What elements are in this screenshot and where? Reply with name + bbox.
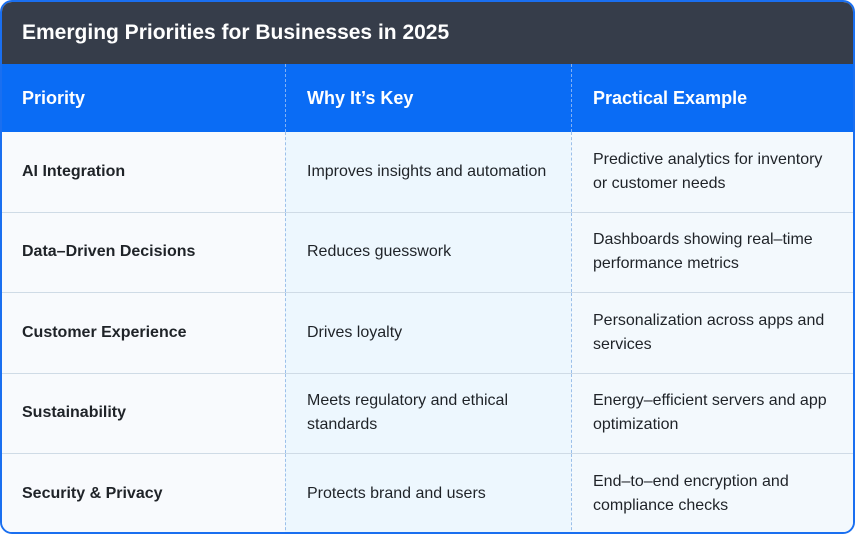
column-header-example: Practical Example (571, 64, 853, 132)
why-cell: Protects brand and users (285, 454, 571, 532)
example-cell: Energy–efficient servers and app optimiz… (571, 373, 853, 453)
table-header-row: Priority Why It’s Key Practical Example (2, 64, 853, 132)
priority-cell: Security & Privacy (2, 454, 285, 532)
priority-cell: Customer Experience (2, 293, 285, 373)
why-cell: Meets regulatory and ethical standards (285, 373, 571, 453)
priority-cell: Data–Driven Decisions (2, 212, 285, 292)
example-cell: Predictive analytics for inventory or cu… (571, 132, 853, 212)
column-header-why: Why It’s Key (285, 64, 571, 132)
why-cell: Improves insights and automation (285, 132, 571, 212)
table-row: Customer Experience Drives loyalty Persona… (2, 293, 853, 374)
priority-cell: Sustainability (2, 373, 285, 453)
table-row: Sustainability Meets regulatory and ethic… (2, 373, 853, 454)
column-header-priority: Priority (22, 88, 86, 108)
example-cell: Dashboards showing real–time performance… (571, 212, 853, 292)
table-row: AI Integration Improves insights and auto… (2, 132, 853, 213)
table-row: Security & Privacy Protects brand and use… (2, 454, 853, 532)
table-row: Data–Driven Decisions Reduces guesswork Da… (2, 212, 853, 293)
example-cell: End–to–end encryption and compliance che… (571, 454, 853, 532)
why-cell: Reduces guesswork (285, 212, 571, 292)
priority-cell: AI Integration (2, 132, 285, 212)
why-cell: Drives loyalty (285, 293, 571, 373)
table-title: Emerging Priorities for Businesses in 20… (2, 2, 853, 64)
example-cell: Personalization across apps and services (571, 293, 853, 373)
